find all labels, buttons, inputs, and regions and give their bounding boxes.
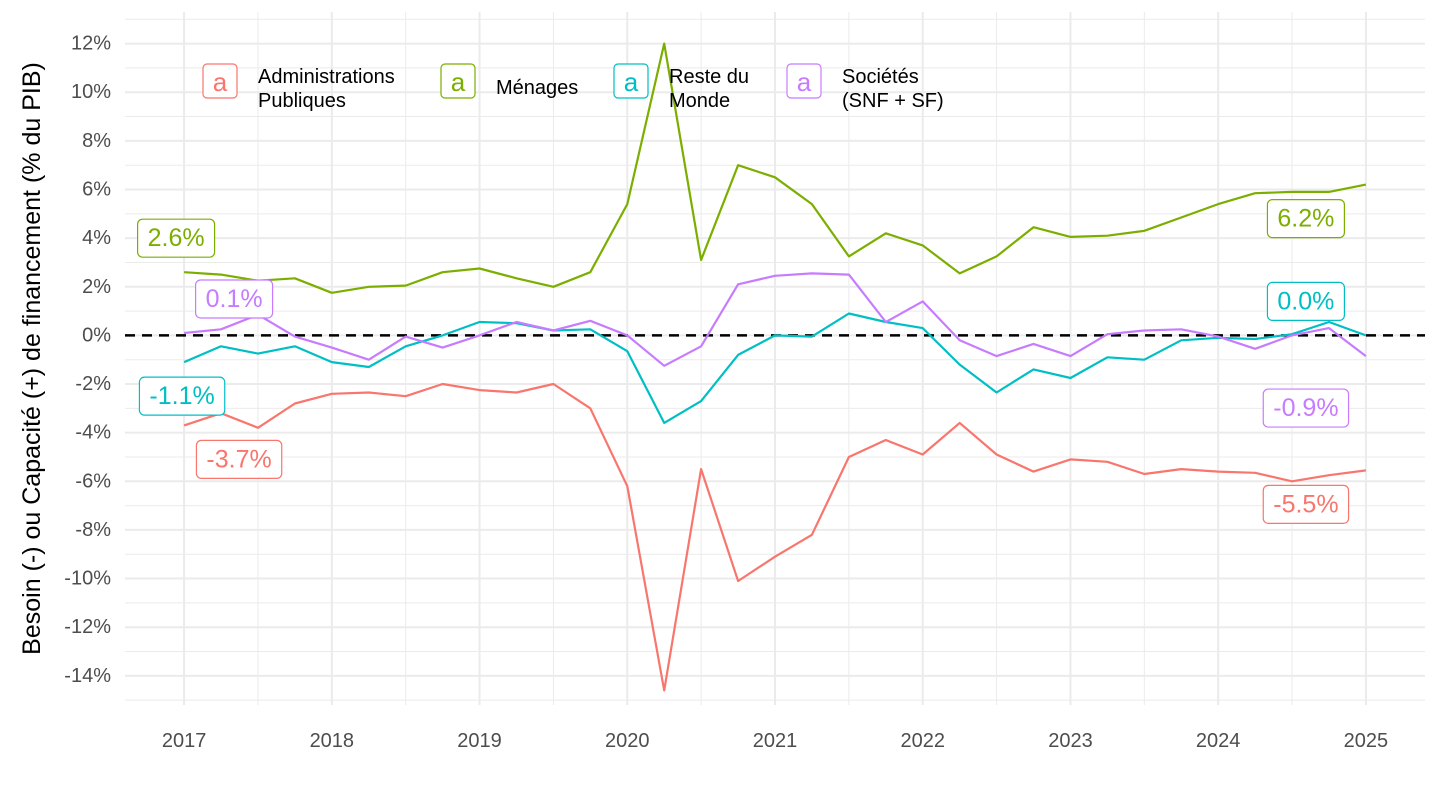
series-end-label-3-box — [1262, 388, 1350, 428]
y-tick-label: -6% — [75, 470, 111, 492]
series-end-label-2-text: 0.0% — [1277, 287, 1334, 315]
series-start-label-3: 0.1% — [194, 279, 274, 319]
legend-label: Publiques — [258, 90, 346, 112]
x-tick-label: 2024 — [1196, 730, 1241, 752]
series-line-1 — [184, 42, 1367, 294]
series-start-label-0-text: -3.7% — [206, 445, 271, 473]
y-tick-label: 0% — [82, 324, 111, 346]
x-tick-label: 2020 — [605, 730, 650, 752]
x-tick-label: 2022 — [900, 730, 945, 752]
x-tick-label: 2021 — [753, 730, 798, 752]
y-tick-label: -2% — [75, 373, 111, 395]
series-start-label-2-box — [138, 376, 226, 416]
series-start-label-0-box — [195, 439, 283, 479]
series-start-label-3-box — [194, 279, 274, 319]
legend-key-box — [786, 63, 822, 99]
major-grid — [125, 12, 1425, 705]
y-tick-label: -4% — [75, 422, 111, 444]
legend-key-glyph: a — [797, 67, 812, 97]
y-axis-tick-labels: -14% -12% -10% -8% -6% -4% -2% 0% 2% 4% 6% 8% 10% 12% — [64, 33, 111, 687]
series-end-label-3: -0.9% — [1262, 388, 1350, 428]
series-end-label-1-text: 6.2% — [1277, 205, 1334, 233]
y-axis-title: Besoin (-) ou Capacité (+) de financemen… — [18, 62, 46, 655]
x-tick-label: 2017 — [162, 730, 207, 752]
legend-key-glyph: a — [624, 67, 639, 97]
legend-item-1: a Ménages — [440, 63, 578, 99]
series-start-label-1: 2.6% — [136, 218, 216, 258]
x-tick-label: 2019 — [457, 730, 502, 752]
y-tick-label: 2% — [82, 276, 111, 298]
y-tick-label: 8% — [82, 130, 111, 152]
legend-label: Sociétés — [842, 66, 919, 88]
series-lines — [183, 42, 1367, 692]
legend-label: Reste du — [669, 66, 749, 88]
legend-label: Ménages — [496, 77, 578, 99]
legend-label: Monde — [669, 90, 730, 112]
x-tick-label: 2025 — [1344, 730, 1389, 752]
series-start-label-0: -3.7% — [195, 439, 283, 479]
legend-key-box — [202, 63, 238, 99]
series-end-label-1-box — [1266, 199, 1346, 239]
series-start-label-2-text: -1.1% — [149, 382, 214, 410]
series-start-label-1-text: 2.6% — [148, 224, 205, 252]
legend-label: Administrations — [258, 66, 395, 88]
x-axis-tick-labels: 2017 2018 2019 2020 2021 2022 2023 2024 2025 — [162, 730, 1388, 752]
series-start-label-2: -1.1% — [138, 376, 226, 416]
legend-label: (SNF + SF) — [842, 90, 944, 112]
legend-key-box — [440, 63, 476, 99]
series-end-label-1: 6.2% — [1266, 199, 1346, 239]
y-tick-label: -12% — [64, 616, 111, 638]
series-start-label-3-text: 0.1% — [206, 285, 263, 313]
y-tick-label: 12% — [71, 33, 111, 55]
series-end-label-0-text: -5.5% — [1273, 490, 1338, 518]
legend-key-box — [613, 63, 649, 99]
series-start-label-1-box — [136, 218, 216, 258]
y-tick-label: -10% — [64, 568, 111, 590]
y-tick-label: 10% — [71, 81, 111, 103]
series-line-0 — [183, 382, 1367, 692]
y-tick-label: -8% — [75, 519, 111, 541]
series-line-3 — [183, 272, 1367, 367]
x-tick-label: 2023 — [1048, 730, 1093, 752]
x-tick-label: 2018 — [310, 730, 355, 752]
y-tick-label: 4% — [82, 227, 111, 249]
series-line-2 — [183, 312, 1367, 424]
series-end-label-3-text: -0.9% — [1273, 394, 1338, 422]
legend-item-3: a Sociétés(SNF + SF) — [786, 63, 944, 112]
series-end-label-2-box — [1266, 281, 1346, 321]
series-end-labels: -3.7% -5.5% 2.6% 6.2% -1.1% 0.0% 0.1% -0.9% — [136, 199, 1350, 524]
legend-key-glyph: a — [451, 67, 466, 97]
y-tick-label: -14% — [64, 665, 111, 687]
legend-key-glyph: a — [213, 67, 228, 97]
series-end-label-0: -5.5% — [1262, 484, 1350, 524]
series-end-label-2: 0.0% — [1266, 281, 1346, 321]
y-tick-label: 6% — [82, 179, 111, 201]
series-end-label-0-box — [1262, 484, 1350, 524]
